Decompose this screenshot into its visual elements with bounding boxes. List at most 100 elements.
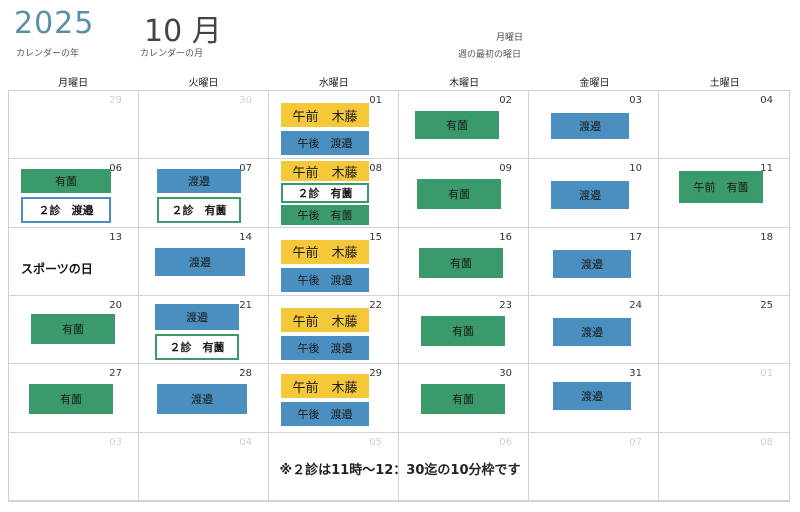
event-afternoon[interactable]: 午後 渡邉: [281, 402, 369, 427]
week-start-value: 月曜日: [496, 33, 524, 43]
day-cell[interactable]: 29 午前 木藤 午後 渡邉: [269, 364, 399, 433]
day-cell[interactable]: 10 渡邉: [529, 159, 659, 228]
event-morning[interactable]: 午前 有薗: [679, 171, 763, 204]
event-morning[interactable]: 午前 木藤: [281, 239, 369, 264]
day-number: 28: [239, 368, 252, 380]
day-cell[interactable]: 03 渡邉: [529, 91, 659, 160]
event-doctor[interactable]: 有薗: [417, 179, 501, 210]
day-number: 21: [239, 300, 252, 311]
event-morning[interactable]: 午前 木藤: [281, 161, 369, 182]
day-number: 24: [629, 300, 642, 311]
day-number: 09: [499, 163, 512, 175]
weekday-sat: 土曜日: [709, 78, 740, 89]
day-cell[interactable]: 04: [139, 432, 269, 501]
day-cell[interactable]: 06: [399, 432, 529, 501]
day-number: 20: [109, 300, 122, 311]
week-start-caption: 週の最初の曜日: [458, 50, 522, 60]
day-cell[interactable]: 01 午前 木藤 午後 渡邉: [269, 91, 399, 160]
day-cell[interactable]: 03: [9, 432, 139, 501]
event-morning[interactable]: 午前 木藤: [281, 374, 369, 399]
day-cell[interactable]: 05: [269, 432, 399, 501]
event-afternoon[interactable]: 午後 渡邉: [281, 131, 369, 155]
event-doctor[interactable]: 渡邉: [553, 249, 631, 278]
event-second-clinic[interactable]: ２診 有薗: [155, 334, 239, 360]
event-doctor[interactable]: 有薗: [415, 111, 499, 139]
event-doctor[interactable]: 渡邉: [553, 382, 631, 411]
event-afternoon[interactable]: 午後 渡邉: [281, 336, 369, 360]
event-morning[interactable]: 午前 木藤: [281, 103, 369, 127]
day-cell[interactable]: 06 有薗 ２診 渡邉: [9, 159, 139, 228]
day-number: 07: [629, 436, 642, 448]
day-number: 04: [760, 95, 773, 106]
day-number: 15: [369, 231, 382, 243]
event-doctor[interactable]: 渡邉: [155, 247, 245, 276]
day-number: 18: [760, 231, 773, 243]
day-cell[interactable]: 07: [529, 432, 659, 501]
day-cell[interactable]: 14 渡邉: [139, 227, 269, 296]
weekday-header: 月曜日 火曜日 水曜日 木曜日 金曜日 土曜日: [8, 74, 790, 90]
day-cell[interactable]: 29: [9, 91, 139, 160]
day-cell[interactable]: 24 渡邉: [529, 296, 659, 365]
event-doctor[interactable]: 有薗: [31, 314, 115, 344]
event-doctor[interactable]: 有薗: [419, 247, 503, 278]
day-cell[interactable]: 17 渡邉: [529, 227, 659, 296]
day-number: 27: [109, 368, 122, 380]
event-second-clinic[interactable]: ２診 有薗: [281, 183, 369, 204]
event-second-clinic[interactable]: ２診 有薗: [157, 197, 241, 224]
event-doctor[interactable]: 渡邉: [157, 384, 247, 415]
day-cell[interactable]: 22 午前 木藤 午後 渡邉: [269, 296, 399, 365]
calendar-grid: 29 30 01 午前 木藤 午後 渡邉 02 有薗 03 渡邉 04 06 有…: [8, 90, 790, 502]
event-doctor[interactable]: 渡邉: [551, 113, 629, 139]
month-title: 10 月: [144, 14, 222, 49]
day-cell[interactable]: 01: [659, 364, 789, 433]
day-number: 07: [239, 163, 252, 175]
day-number: 29: [109, 95, 122, 106]
day-cell[interactable]: 02 有薗: [399, 91, 529, 160]
event-doctor[interactable]: 有薗: [421, 384, 505, 415]
event-doctor[interactable]: 渡邉: [553, 318, 631, 346]
event-doctor[interactable]: 渡邉: [157, 169, 241, 194]
day-number: 13: [109, 231, 122, 243]
event-second-clinic[interactable]: ２診 渡邉: [21, 197, 111, 224]
day-cell[interactable]: 11 午前 有薗: [659, 159, 789, 228]
day-number: 01: [369, 95, 382, 106]
day-number: 03: [629, 95, 642, 106]
event-doctor[interactable]: 渡邉: [551, 181, 629, 210]
day-cell[interactable]: 09 有薗: [399, 159, 529, 228]
day-number: 02: [499, 95, 512, 106]
day-cell[interactable]: 07 渡邉 ２診 有薗: [139, 159, 269, 228]
day-cell[interactable]: 31 渡邉: [529, 364, 659, 433]
event-afternoon[interactable]: 午後 有薗: [281, 205, 369, 226]
day-number: 11: [760, 163, 773, 175]
day-cell[interactable]: 08: [659, 433, 789, 501]
day-cell[interactable]: 13 スポーツの日: [9, 227, 139, 296]
footnote: ※２診は11時～12：30迄の10分枠です: [279, 463, 521, 478]
day-cell[interactable]: 18: [659, 228, 789, 296]
year-caption: カレンダーの年: [16, 49, 80, 59]
day-cell[interactable]: 30: [139, 91, 269, 160]
day-cell[interactable]: 28 渡邉: [139, 364, 269, 433]
day-cell[interactable]: 15 午前 木藤 午後 渡邉: [269, 227, 399, 296]
event-afternoon[interactable]: 午後 渡邉: [281, 267, 369, 292]
event-morning[interactable]: 午前 木藤: [281, 308, 369, 332]
day-cell[interactable]: 16 有薗: [399, 227, 529, 296]
weekday-thu: 木曜日: [449, 78, 480, 89]
day-cell[interactable]: 23 有薗: [399, 296, 529, 365]
day-cell[interactable]: 21 渡邉 ２診 有薗: [139, 296, 269, 365]
day-cell[interactable]: 25: [659, 296, 789, 365]
day-number: 06: [499, 436, 512, 448]
event-doctor[interactable]: 有薗: [421, 316, 505, 346]
weekday-mon: 月曜日: [58, 78, 89, 89]
event-doctor[interactable]: 有薗: [29, 384, 113, 415]
day-cell[interactable]: 08 午前 木藤 ２診 有薗 午後 有薗: [269, 159, 399, 228]
day-cell[interactable]: 04: [659, 91, 789, 160]
weekday-fri: 金曜日: [579, 78, 610, 89]
day-cell[interactable]: 30 有薗: [399, 364, 529, 433]
event-doctor[interactable]: 渡邉: [155, 304, 239, 330]
event-doctor[interactable]: 有薗: [21, 169, 111, 194]
day-number: 17: [629, 231, 642, 243]
day-cell[interactable]: 27 有薗: [9, 364, 139, 433]
day-cell[interactable]: 20 有薗: [9, 296, 139, 365]
day-number: 22: [369, 300, 382, 311]
day-number: 25: [760, 300, 773, 311]
